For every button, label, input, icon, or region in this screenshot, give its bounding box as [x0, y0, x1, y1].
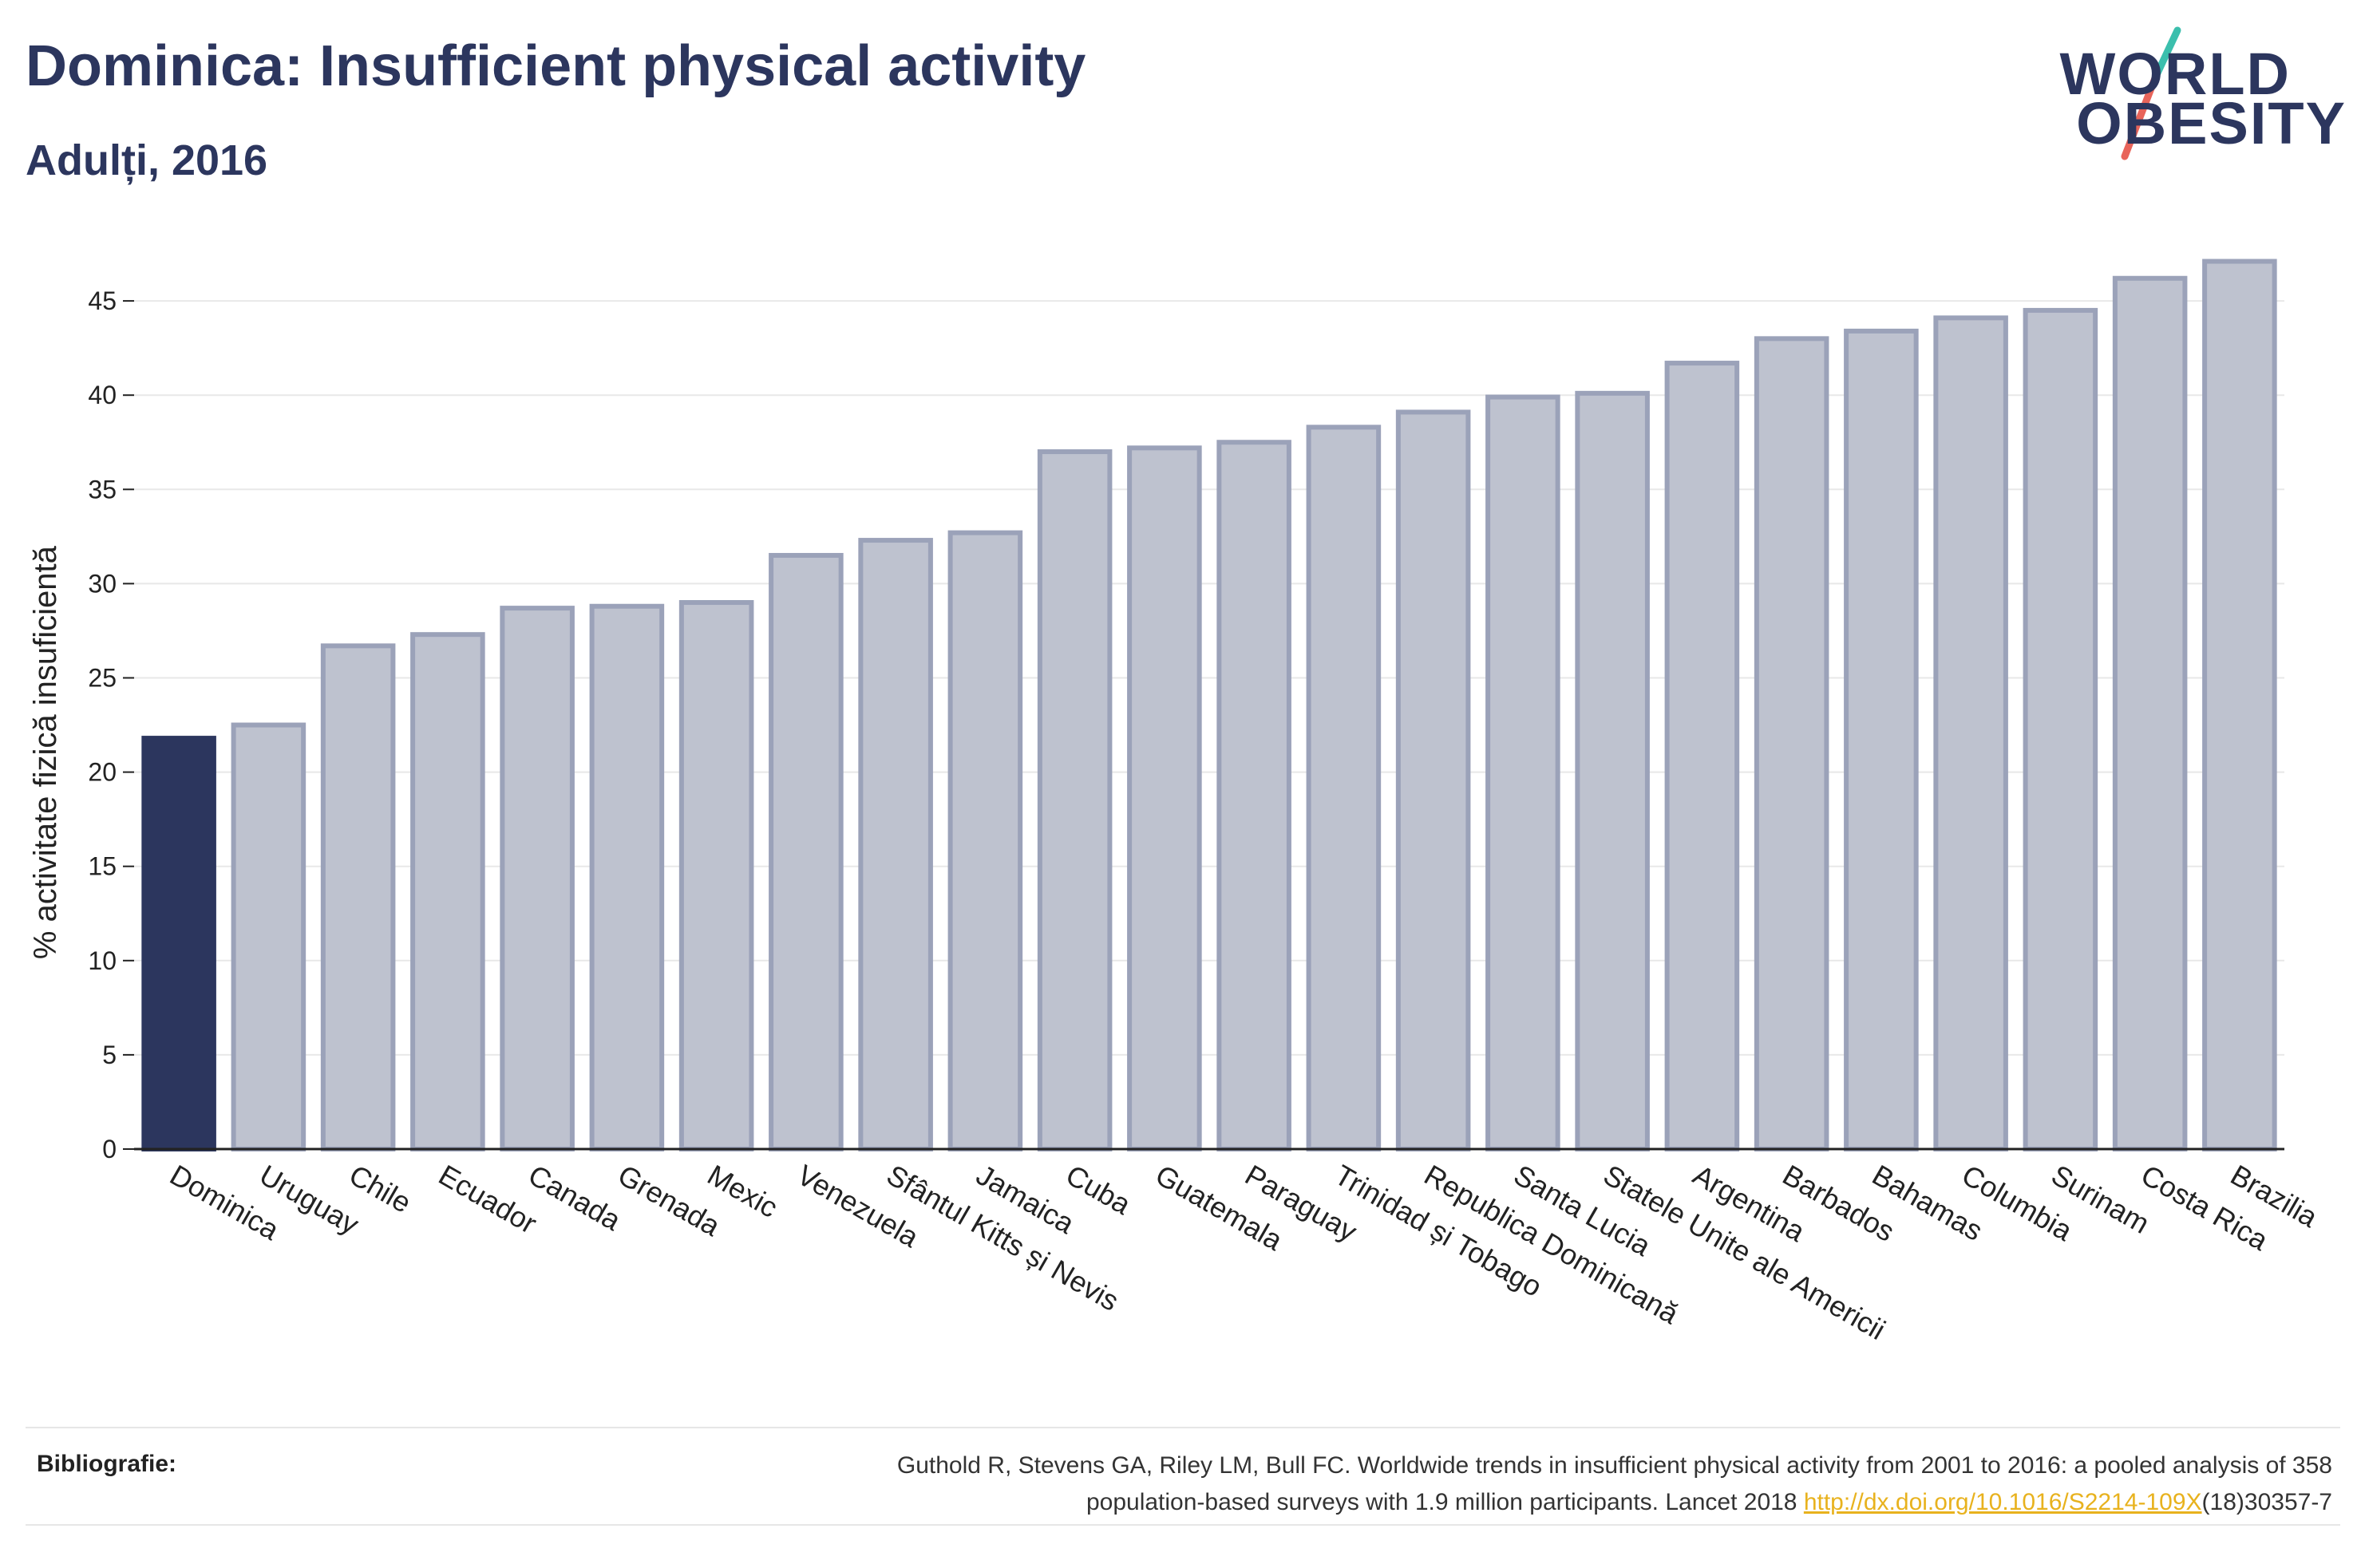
- y-tick-label: 15: [88, 852, 117, 881]
- chart-subtitle: Adulți, 2016: [26, 136, 268, 184]
- bar-brazilia: [2202, 259, 2277, 1151]
- bar-republica-dominicană: [1395, 409, 1471, 1151]
- y-tick-label: 5: [102, 1041, 117, 1069]
- x-tick-label: Grenada: [612, 1158, 726, 1242]
- bar-sfântul-kitts-și-nevis: [858, 538, 933, 1151]
- logo-slash-icon: [2121, 26, 2181, 160]
- x-tick-label: Canada: [523, 1158, 627, 1237]
- bar-santa-lucia: [1485, 394, 1560, 1151]
- y-tick-label: 20: [88, 758, 117, 787]
- bibliography-label: Bibliografie:: [37, 1451, 177, 1477]
- world-obesity-logo: WORLD OBESITY: [2060, 22, 2347, 174]
- bar-surinam: [2023, 307, 2098, 1151]
- bar-trinidad-și-tobago: [1306, 425, 1382, 1151]
- bar-argentina: [1664, 361, 1740, 1151]
- bar-guatemala: [1127, 445, 1202, 1151]
- logo-text-world: WORLD: [2059, 41, 2291, 107]
- y-axis-ticks: 0 5 10 15 20 25 30 35 40 45: [88, 286, 134, 1163]
- footer-divider-bottom: [26, 1524, 2340, 1526]
- bibliography-text: Guthold R, Stevens GA, Riley LM, Bull FC…: [496, 1448, 2332, 1521]
- y-tick-label: 40: [88, 381, 117, 409]
- bar-ecuador: [410, 632, 485, 1151]
- bar-dominica: [141, 736, 216, 1151]
- y-tick-label: 0: [102, 1135, 117, 1163]
- bar-canada: [500, 606, 575, 1151]
- y-tick-label: 30: [88, 569, 117, 598]
- bar-grenada: [589, 603, 665, 1151]
- y-tick-label: 45: [88, 286, 117, 315]
- bar-venezuela: [769, 552, 844, 1151]
- y-tick-label: 35: [88, 475, 117, 504]
- footer-divider-top: [26, 1427, 2340, 1428]
- bar-uruguay: [231, 722, 306, 1151]
- bar-bahamas: [1844, 328, 1919, 1152]
- bar-mexic: [678, 600, 754, 1151]
- bar-costa-rica: [2112, 275, 2188, 1152]
- bar-columbia: [1933, 315, 2008, 1151]
- bar-statele-unite-ale-americii: [1575, 390, 1650, 1151]
- bar-jamaica: [947, 530, 1023, 1151]
- bar-paraguay: [1216, 440, 1291, 1151]
- bar-chile: [320, 643, 396, 1151]
- logo-text-obesity: OBESITY: [2076, 90, 2347, 156]
- y-tick-label: 10: [88, 946, 117, 975]
- doi-link[interactable]: http://dx.doi.org/10.1016/S2214-109X: [1803, 1489, 2202, 1515]
- x-tick-label: Ecuador: [433, 1158, 543, 1240]
- bibliography-line2-start: population-based surveys with 1.9 millio…: [1086, 1489, 1804, 1515]
- chart-title: Dominica: Insufficient physical activity: [26, 34, 1086, 98]
- bibliography-line1: Guthold R, Stevens GA, Riley LM, Bull FC…: [896, 1452, 2332, 1479]
- bibliography-line2-end: (18)30357-7: [2201, 1489, 2332, 1515]
- bar-barbados: [1754, 336, 1829, 1151]
- y-tick-label: 25: [88, 664, 117, 693]
- bar-cuba: [1037, 449, 1113, 1151]
- y-axis-title: % activitate fizică insuficientă: [28, 545, 63, 959]
